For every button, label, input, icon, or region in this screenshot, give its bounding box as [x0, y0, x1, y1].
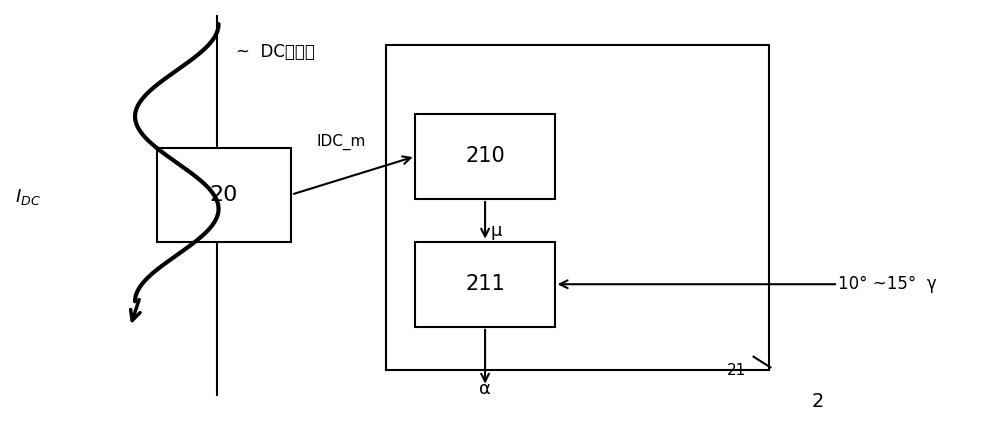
Text: α: α: [479, 380, 491, 398]
Text: 211: 211: [465, 274, 505, 294]
Text: 210: 210: [465, 146, 505, 166]
Text: 10° ~15°  γ: 10° ~15° γ: [838, 275, 937, 293]
FancyBboxPatch shape: [415, 114, 555, 199]
FancyBboxPatch shape: [386, 45, 769, 369]
Text: ~  DC传输线: ~ DC传输线: [236, 43, 315, 61]
Text: 2: 2: [812, 392, 824, 411]
Text: IDC_m: IDC_m: [316, 133, 366, 150]
Text: 21: 21: [727, 363, 746, 378]
Text: $I_{DC}$: $I_{DC}$: [15, 187, 41, 207]
FancyBboxPatch shape: [415, 241, 555, 327]
FancyBboxPatch shape: [157, 148, 291, 241]
Text: 20: 20: [210, 184, 238, 205]
Text: μ: μ: [490, 222, 501, 240]
